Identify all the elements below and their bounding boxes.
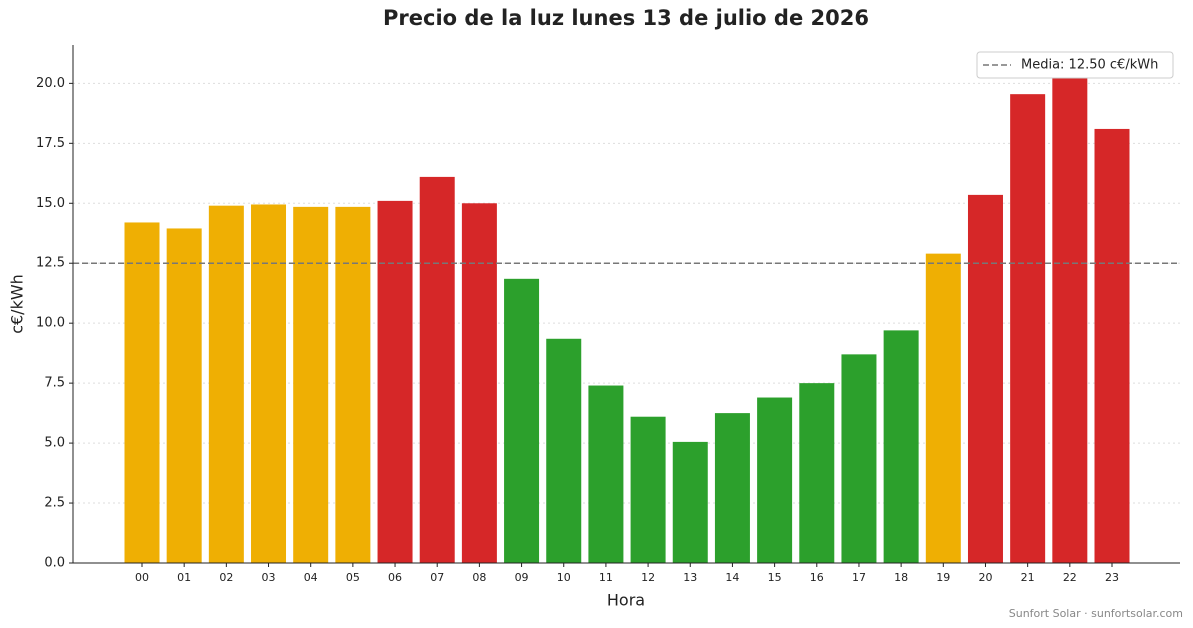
x-tick-label: 10 bbox=[557, 571, 571, 584]
bar bbox=[588, 385, 624, 563]
bar bbox=[714, 413, 750, 563]
x-tick-label: 21 bbox=[1021, 571, 1035, 584]
bar bbox=[208, 205, 244, 564]
y-tick-label: 2.5 bbox=[44, 496, 65, 511]
y-tick-label: 0.0 bbox=[44, 556, 65, 571]
x-tick-label: 04 bbox=[304, 571, 318, 584]
bar bbox=[377, 200, 413, 563]
y-tick-label: 12.5 bbox=[36, 256, 65, 271]
bar bbox=[1094, 128, 1130, 563]
x-tick-label: 15 bbox=[768, 571, 782, 584]
x-tick-label: 01 bbox=[177, 571, 191, 584]
x-tick-label: 05 bbox=[346, 571, 360, 584]
bar bbox=[967, 194, 1003, 563]
x-tick-label: 17 bbox=[852, 571, 866, 584]
bar bbox=[166, 228, 202, 564]
bar bbox=[124, 222, 160, 564]
bar bbox=[630, 416, 666, 563]
legend-box bbox=[976, 51, 1174, 79]
bar bbox=[335, 206, 371, 563]
y-tick-label: 5.0 bbox=[44, 436, 65, 451]
bar bbox=[293, 206, 329, 563]
x-tick-label: 16 bbox=[810, 571, 824, 584]
chart-title: Precio de la luz lunes 13 de julio de 20… bbox=[383, 6, 869, 30]
y-tick-label: 20.0 bbox=[36, 76, 65, 91]
bar bbox=[1052, 73, 1088, 564]
bar bbox=[799, 383, 835, 563]
x-tick-label: 11 bbox=[599, 571, 613, 584]
source-note: Sunfort Solar · sunfortsolar.com bbox=[1009, 607, 1183, 620]
x-tick-label: 09 bbox=[515, 571, 529, 584]
bar bbox=[925, 253, 961, 563]
bar bbox=[672, 441, 708, 563]
x-tick-label: 12 bbox=[641, 571, 655, 584]
x-tick-label: 20 bbox=[978, 571, 992, 584]
bar bbox=[504, 278, 540, 563]
x-tick-label: 19 bbox=[936, 571, 950, 584]
legend-label: Media: 12.50 c€/kWh bbox=[1021, 58, 1158, 73]
x-axis-label: Hora bbox=[607, 591, 645, 610]
x-tick-label: 13 bbox=[683, 571, 697, 584]
bar bbox=[419, 176, 455, 564]
bar bbox=[461, 203, 497, 563]
x-tick-label: 18 bbox=[894, 571, 908, 584]
x-tick-label: 03 bbox=[262, 571, 276, 584]
x-tick-label: 22 bbox=[1063, 571, 1077, 584]
y-axis-label: c€/kWh bbox=[8, 274, 27, 334]
y-tick-label: 15.0 bbox=[36, 196, 65, 211]
y-tick-label: 7.5 bbox=[44, 376, 65, 391]
bar bbox=[1010, 94, 1046, 563]
x-tick-label: 06 bbox=[388, 571, 402, 584]
bar bbox=[546, 338, 582, 563]
y-tick-label: 10.0 bbox=[36, 316, 65, 331]
bar bbox=[251, 204, 287, 563]
bar bbox=[841, 354, 877, 563]
x-tick-label: 08 bbox=[472, 571, 486, 584]
x-tick-label: 23 bbox=[1105, 571, 1119, 584]
x-tick-label: 02 bbox=[219, 571, 233, 584]
x-tick-label: 14 bbox=[725, 571, 739, 584]
y-tick-label: 17.5 bbox=[36, 136, 65, 151]
x-tick-label: 00 bbox=[135, 571, 149, 584]
bar bbox=[757, 397, 793, 563]
x-tick-label: 07 bbox=[430, 571, 444, 584]
bar bbox=[883, 330, 919, 563]
